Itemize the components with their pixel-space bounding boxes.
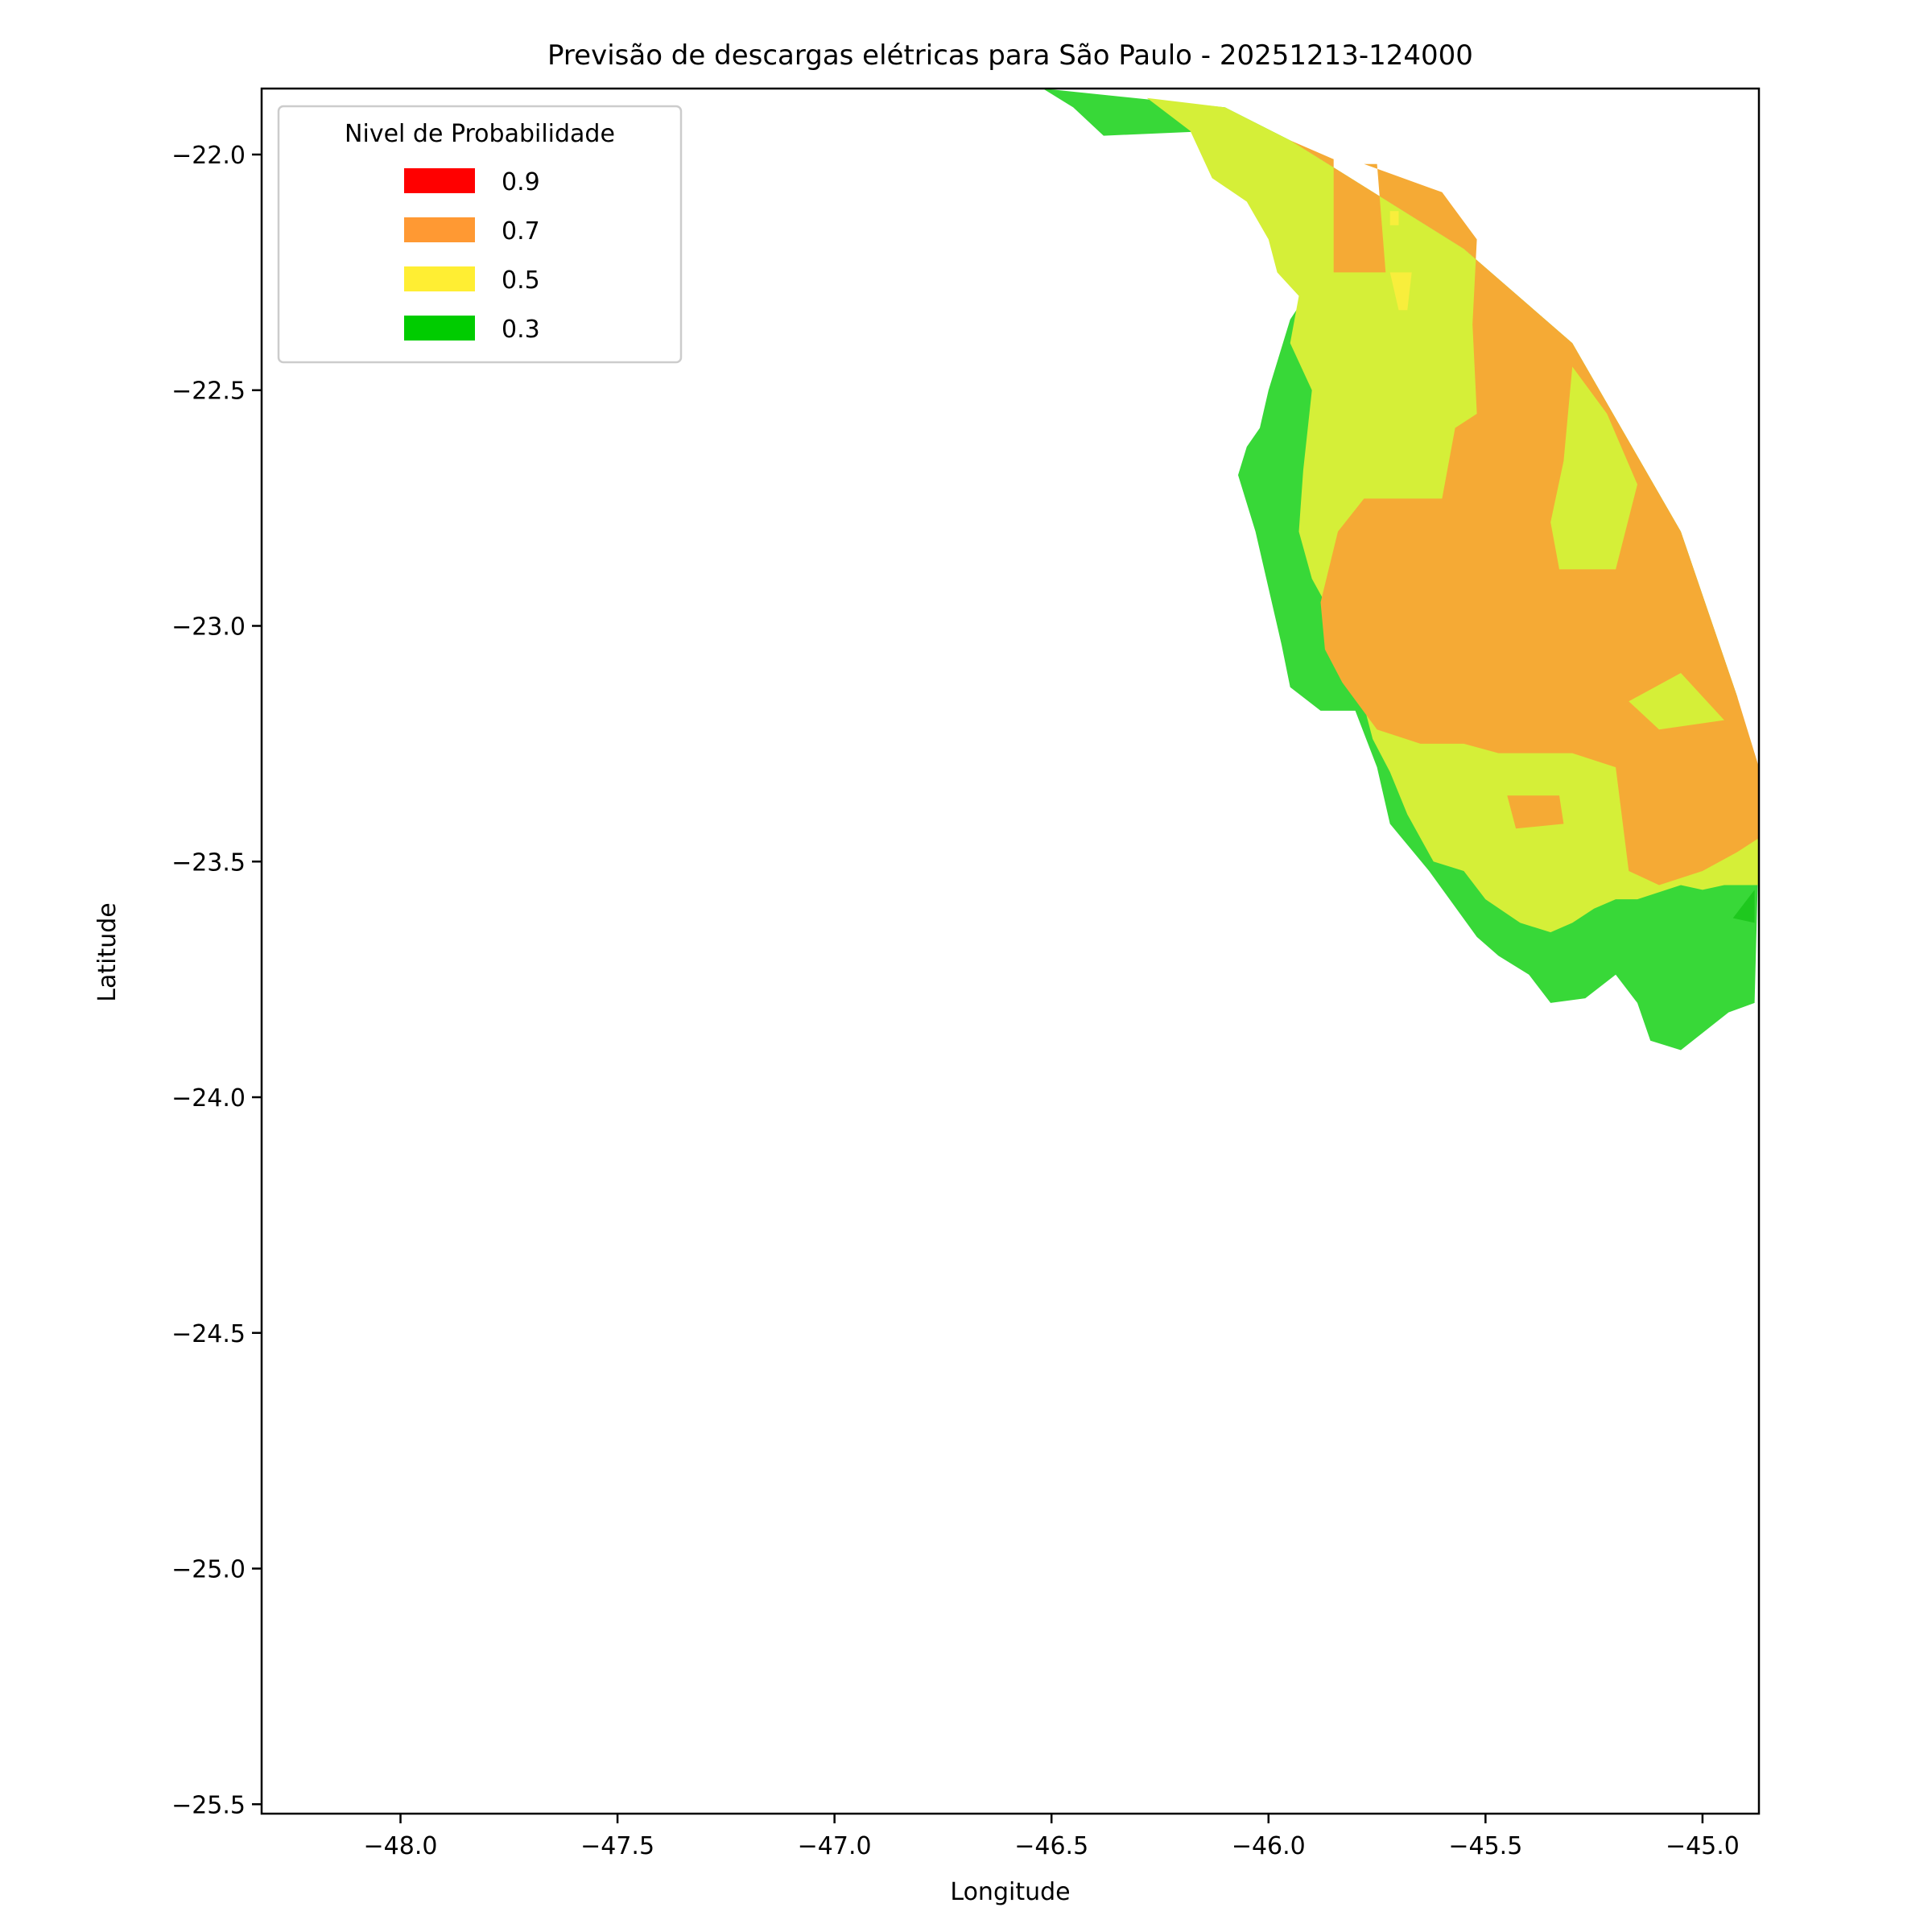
region-level-0-7-5 [1507,795,1564,829]
legend-swatch [404,217,475,242]
legend-title: Nivel de Probabilidade [345,120,615,148]
y-tick-label: −23.5 [171,848,246,877]
legend-label: 0.3 [502,316,540,344]
y-tick-label: −22.5 [171,378,246,406]
region-level-0-5-4 [1629,673,1724,730]
region-level-0-5-3 [1550,366,1637,570]
x-tick-label: −45.5 [1448,1832,1522,1860]
legend-label: 0.5 [502,266,540,295]
probability-regions [1042,89,1759,1051]
y-tick-label: −23.0 [171,613,246,641]
legend-label: 0.9 [502,168,540,196]
chart-title: Previsão de descargas elétricas para São… [547,39,1473,72]
region-level-0-3-8 [1732,890,1755,923]
legend-entries: 0.9 0.7 0.5 0.3 [404,168,540,344]
x-tick-label: −46.5 [1014,1832,1088,1860]
y-tick-label: −24.0 [171,1084,246,1113]
region-level-0-7-2 [1216,122,1759,886]
y-tick-label: −25.5 [171,1791,246,1819]
x-tick-label: −47.5 [580,1832,654,1860]
legend-swatch [404,266,475,291]
x-tick-label: −46.0 [1232,1832,1306,1860]
region-level-0-5-7 [1389,211,1399,225]
x-tick-label: −48.0 [364,1832,438,1860]
x-axis-label: Longitude [950,1878,1070,1906]
x-axis: −48.0 −47.5 −47.0 −46.5 −46.0 −45.5 −45.0 [364,1814,1740,1860]
legend-label: 0.7 [502,217,540,246]
legend: Nivel de Probabilidade 0.9 0.7 0.5 0.3 [277,105,683,364]
plot-frame [260,87,1761,1815]
x-tick-label: −47.0 [798,1832,872,1860]
x-tick-label: −45.0 [1666,1832,1740,1860]
y-tick-label: −22.0 [171,142,246,170]
y-tick-label: −24.5 [171,1320,246,1348]
legend-swatch [404,168,475,193]
y-axis-label: Latitude [93,902,122,1001]
y-axis: −22.0 −22.5 −23.0 −23.5 −24.0 −24.5 −25.0 −25.5 [171,142,262,1819]
y-tick-label: −25.0 [171,1556,246,1584]
legend-box [277,105,683,364]
region-level-0-5-6 [1389,272,1412,311]
legend-swatch [404,316,475,341]
